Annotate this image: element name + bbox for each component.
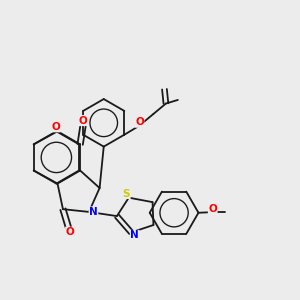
Text: N: N <box>130 230 139 240</box>
Text: O: O <box>135 117 144 127</box>
Text: O: O <box>79 116 88 126</box>
Text: O: O <box>208 204 217 214</box>
Text: N: N <box>89 207 98 217</box>
Text: O: O <box>66 227 74 237</box>
Text: O: O <box>52 122 60 132</box>
Text: S: S <box>123 188 130 199</box>
